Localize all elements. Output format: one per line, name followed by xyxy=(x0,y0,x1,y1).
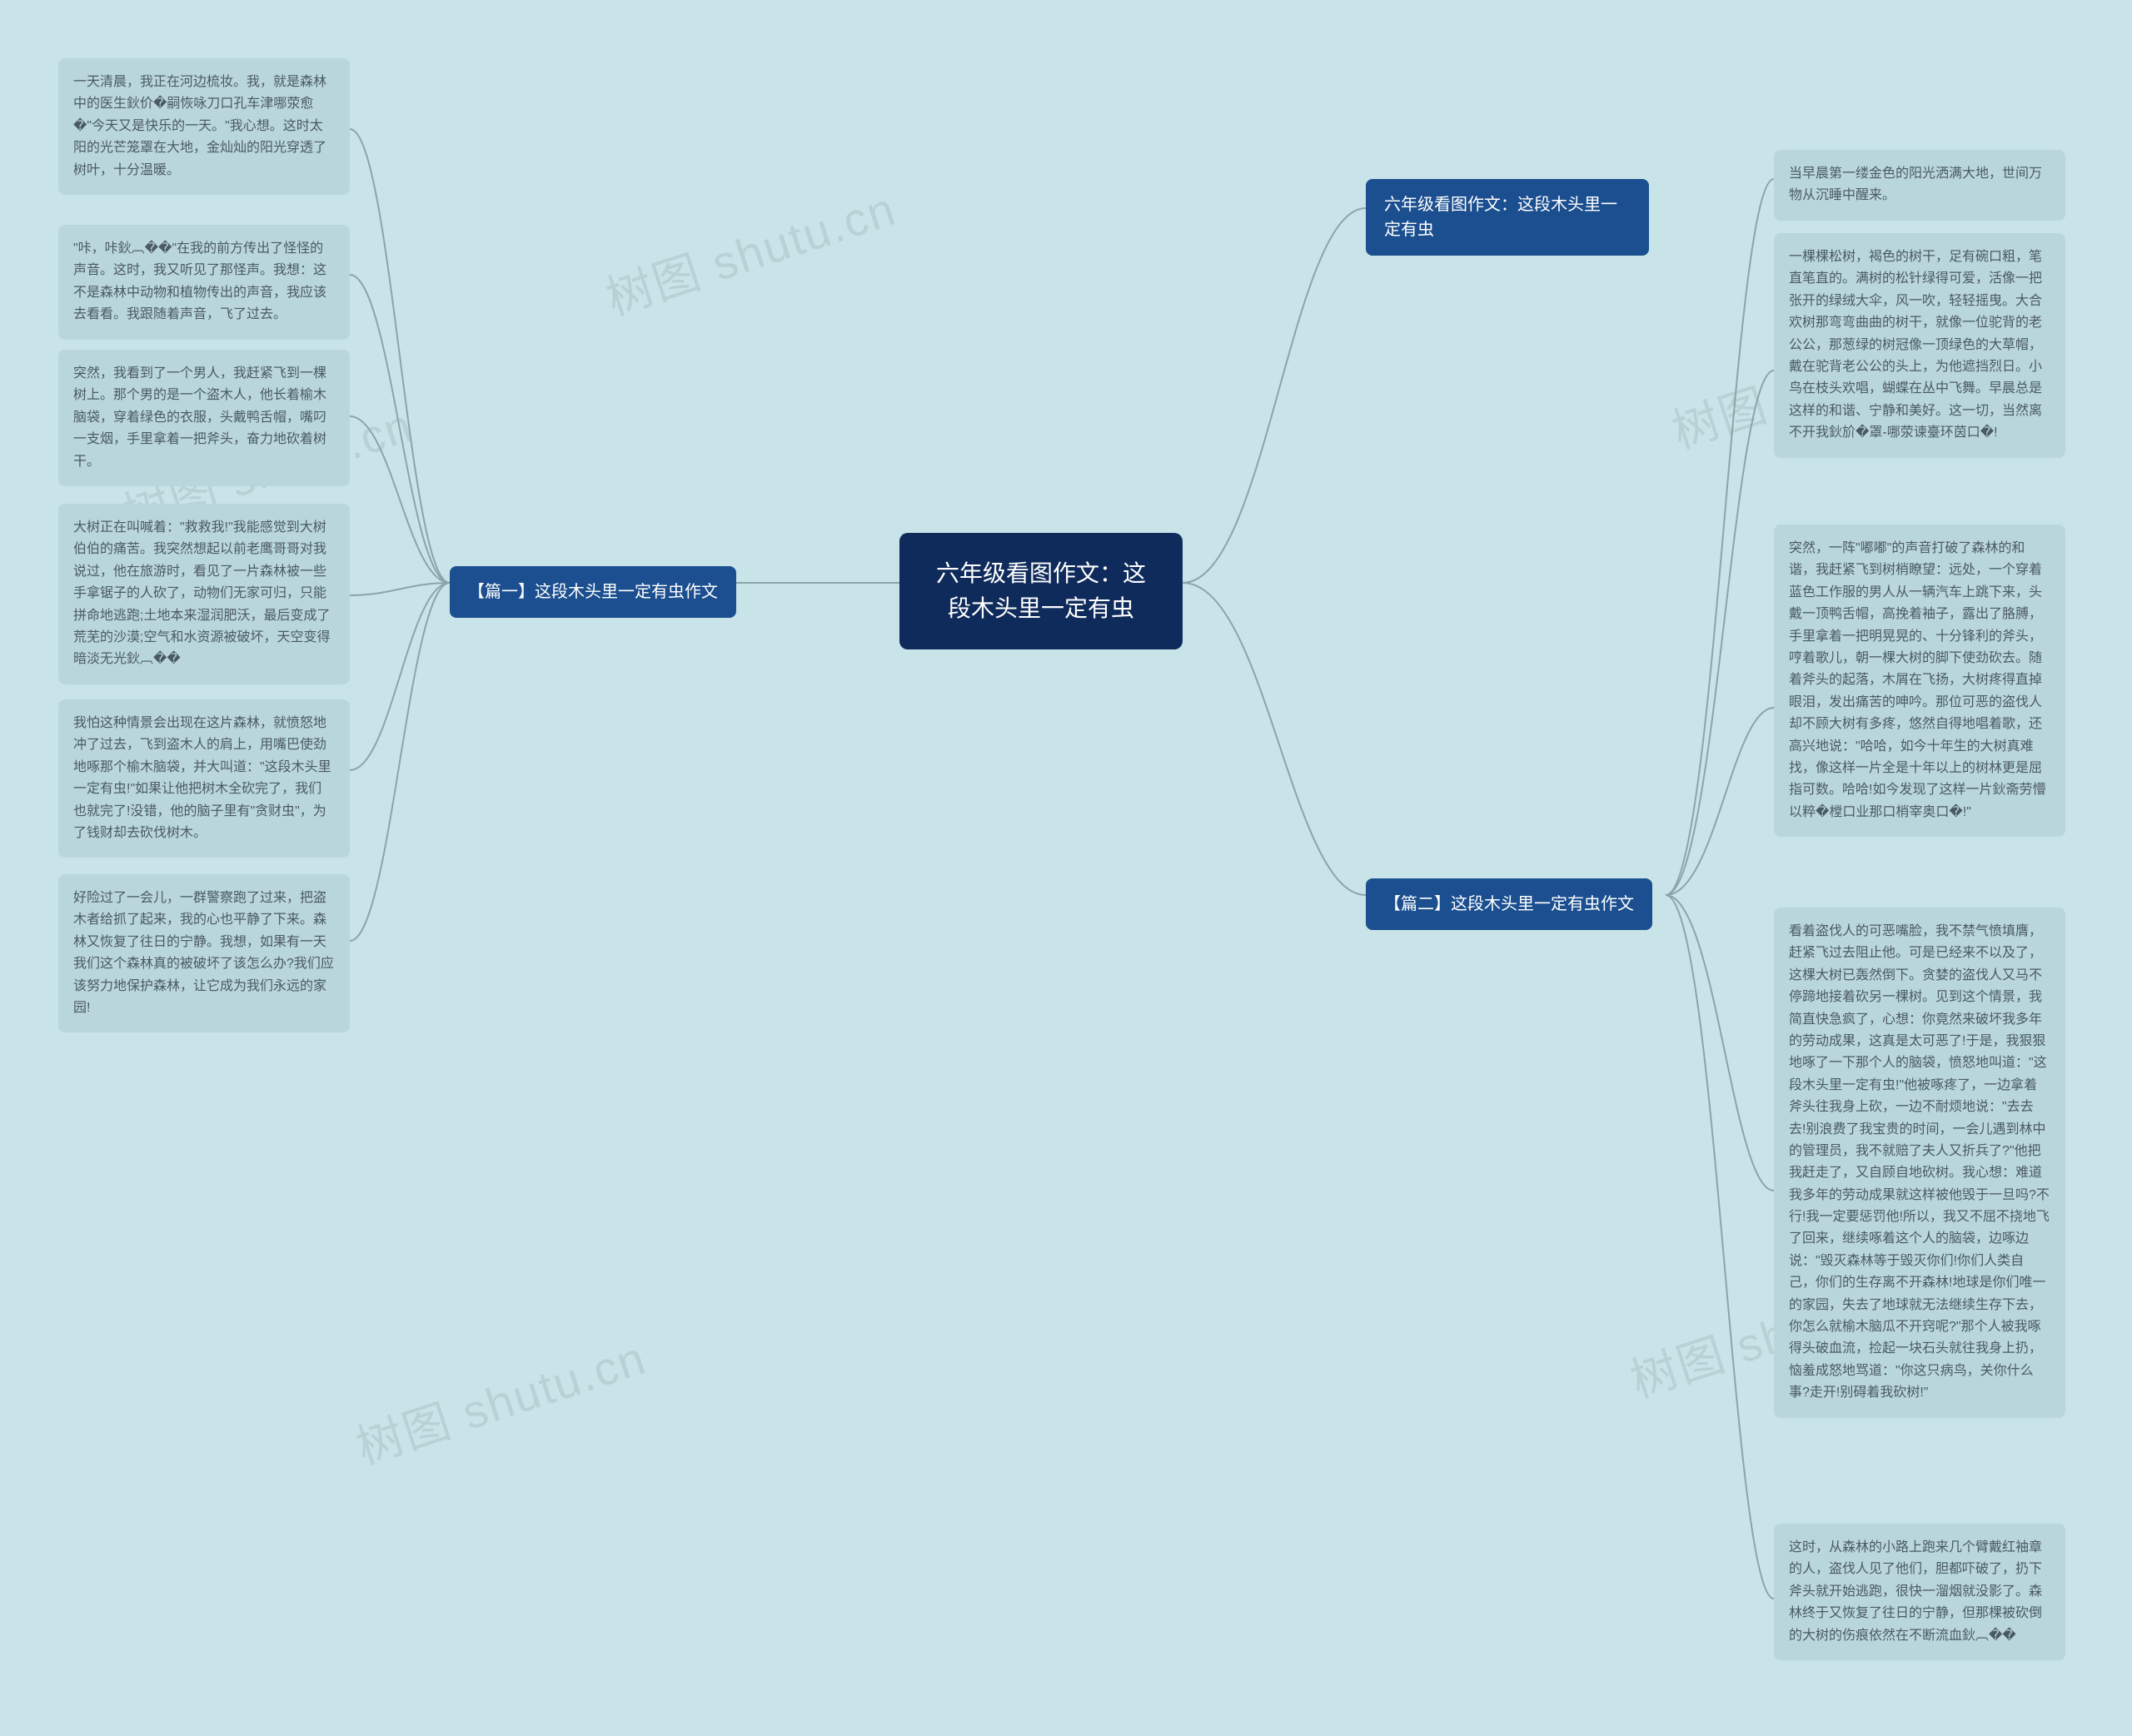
section-left: 【篇一】这段木头里一定有虫作文 xyxy=(450,566,736,618)
leaf-right-0: 当早晨第一缕金色的阳光洒满大地，世间万物从沉睡中醒来。 xyxy=(1774,150,2065,221)
center-title: 六年级看图作文：这段木头里一定有虫 xyxy=(899,533,1183,649)
leaf-left-0: 一天清晨，我正在河边梳妆。我，就是森林中的医生鈥价�嗣恢咏刀口孔车津哪荥愈�"今… xyxy=(58,58,350,195)
watermark: 树图 shutu.cn xyxy=(346,1321,654,1478)
leaf-left-4: 我怕这种情景会出现在这片森林，就愤怒地冲了过去，飞到盗木人的肩上，用嘴巴使劲地啄… xyxy=(58,699,350,858)
leaf-right-2: 突然，一阵"嘟嘟"的声音打破了森林的和谐，我赶紧飞到树梢瞭望：远处，一个穿着蓝色… xyxy=(1774,525,2065,837)
section-right-mid: 【篇二】这段木头里一定有虫作文 xyxy=(1366,878,1652,930)
watermark: 树图 shutu.cn xyxy=(596,172,904,329)
section-right-top: 六年级看图作文：这段木头里一定有虫 xyxy=(1366,179,1649,256)
leaf-left-2: 突然，我看到了一个男人，我赶紧飞到一棵树上。那个男的是一个盗木人，他长着榆木脑袋… xyxy=(58,350,350,486)
leaf-left-5: 好险过了一会儿，一群警察跑了过来，把盗木者给抓了起来，我的心也平静了下来。森林又… xyxy=(58,874,350,1032)
leaf-right-3: 看着盗伐人的可恶嘴脸，我不禁气愤填膺，赶紧飞过去阻止他。可是已经来不以及了，这棵… xyxy=(1774,908,2065,1418)
leaf-right-4: 这时，从森林的小路上跑来几个臂戴红袖章的人，盗伐人见了他们，胆都吓破了，扔下斧头… xyxy=(1774,1524,2065,1660)
leaf-left-1: "咔，咔鈥︹��"在我的前方传出了怪怪的声音。这时，我又听见了那怪声。我想：这不… xyxy=(58,225,350,340)
leaf-right-1: 一棵棵松树，褐色的树干，足有碗口粗，笔直笔直的。满树的松针绿得可爱，活像一把张开… xyxy=(1774,233,2065,458)
leaf-left-3: 大树正在叫喊着："救救我!"我能感觉到大树伯伯的痛苦。我突然想起以前老鹰哥哥对我… xyxy=(58,504,350,684)
